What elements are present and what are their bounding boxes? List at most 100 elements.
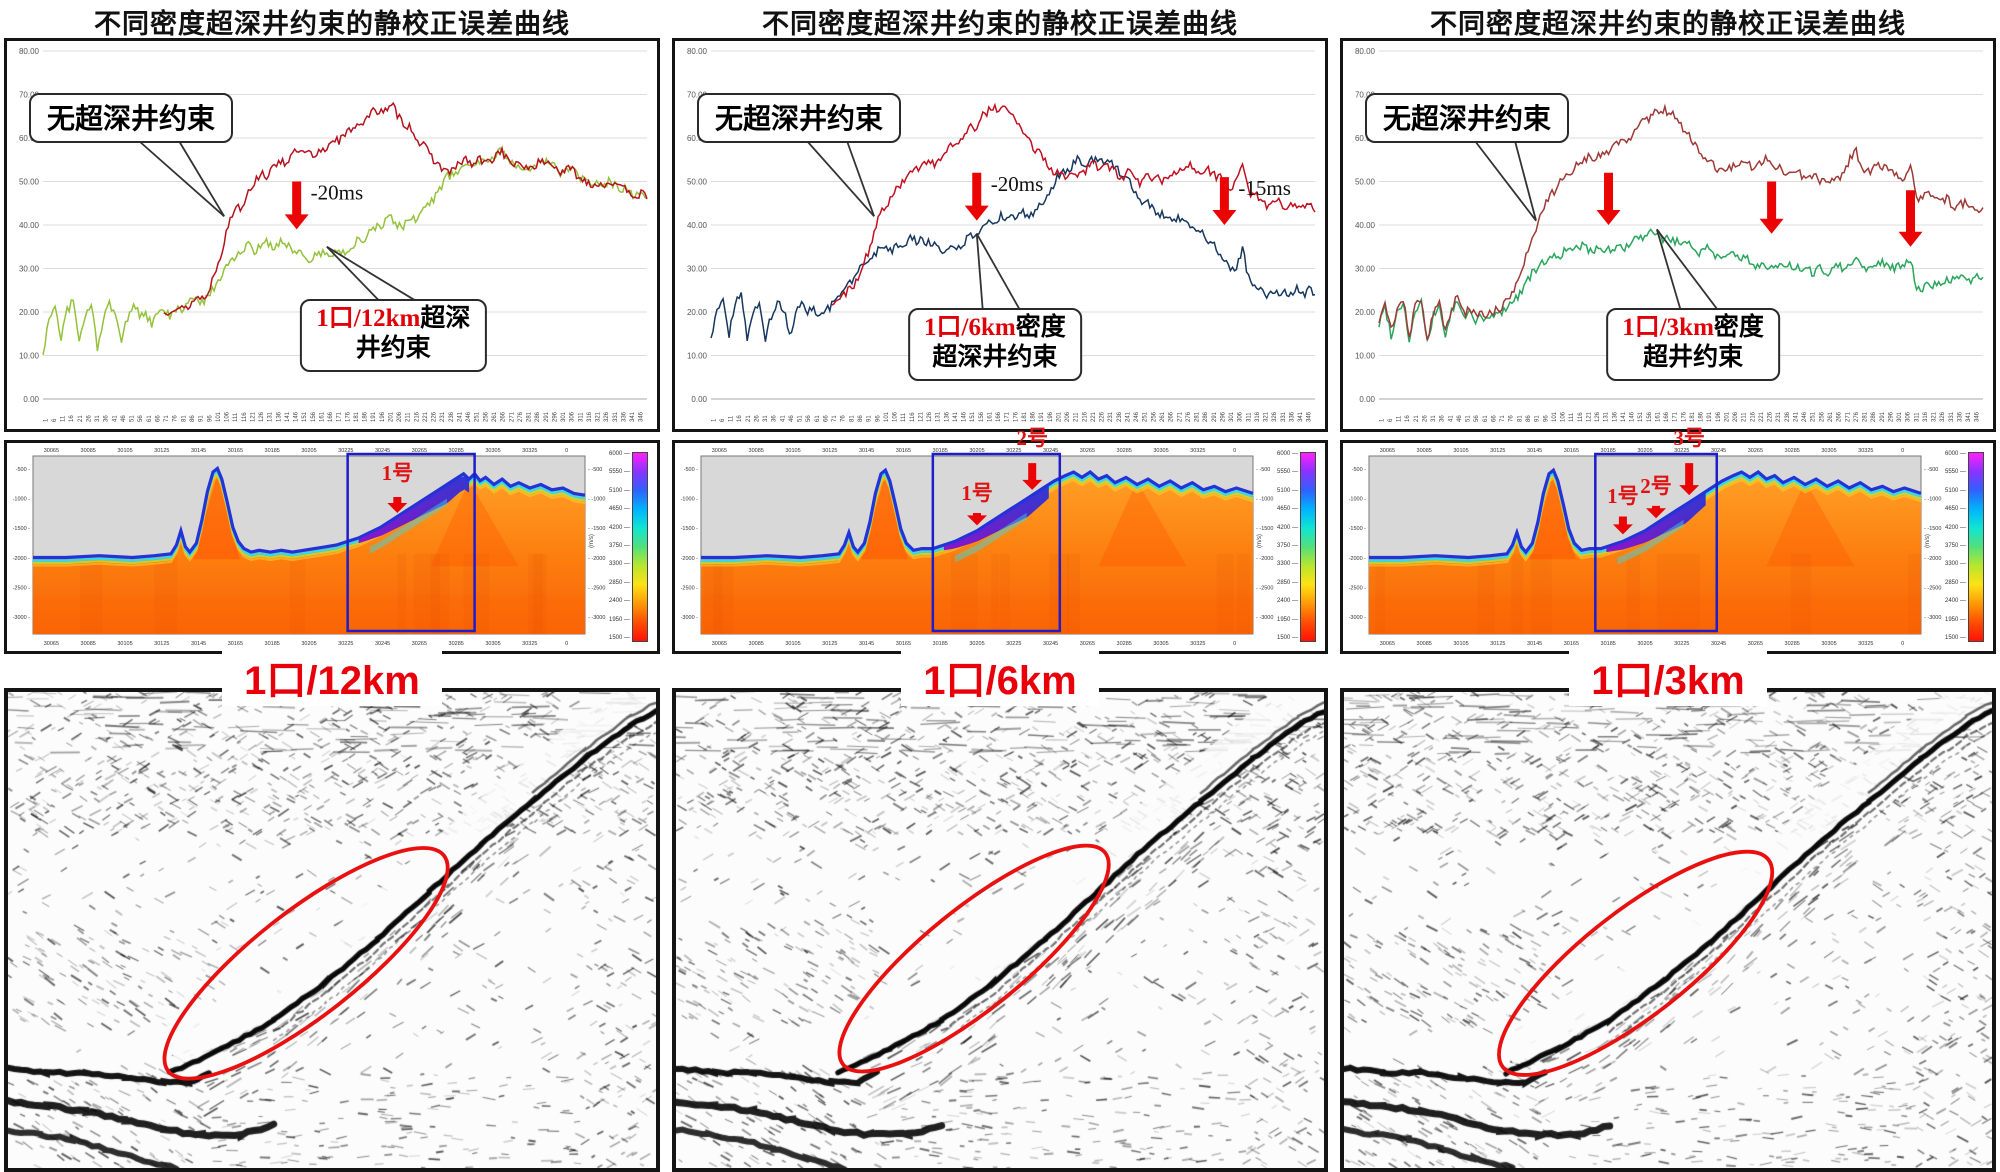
svg-text:336: 336: [1289, 411, 1295, 422]
svg-text:191: 191: [1707, 411, 1713, 422]
svg-text:30325: 30325: [1858, 448, 1873, 454]
svg-text:-15ms: -15ms: [1238, 176, 1291, 200]
svg-text:0.00: 0.00: [1359, 395, 1375, 404]
svg-text:80.00: 80.00: [1355, 47, 1376, 56]
colorbar-ticks: 6000 —5550 —5100 —4650 —4200 —3750 —3300…: [1276, 451, 1298, 641]
svg-text:66: 66: [156, 415, 162, 422]
svg-text:236: 236: [1785, 411, 1791, 422]
svg-text:156: 156: [311, 411, 317, 422]
svg-text:-3000 -: -3000 -: [681, 615, 699, 621]
svg-text:61: 61: [147, 415, 153, 422]
svg-text:-20ms: -20ms: [991, 172, 1044, 196]
velocity-canvas: 30065 30085 30105 30125 30145 30165 30185 30205…: [1349, 448, 1942, 647]
svg-text:30145: 30145: [1527, 641, 1542, 647]
colorbar-ticks: 6000 —5550 —5100 —4650 —4200 —3750 —3300…: [1944, 451, 1966, 641]
svg-text:276: 276: [1854, 411, 1860, 422]
velocity-colorbar: [632, 452, 648, 642]
svg-text:276: 276: [1186, 411, 1192, 422]
svg-text:76: 76: [1509, 415, 1515, 422]
velocity-canvas: 30065 30085 30105 30125 30145 30165 30185 30205…: [13, 448, 606, 647]
svg-text:141: 141: [285, 411, 291, 422]
svg-text:111: 111: [1569, 412, 1575, 422]
svg-text:101: 101: [216, 411, 222, 422]
svg-text:30085: 30085: [749, 448, 764, 454]
svg-text:266: 266: [1169, 411, 1175, 422]
svg-text:16: 16: [737, 415, 743, 422]
svg-text:0.00: 0.00: [691, 395, 707, 404]
svg-text:- -2500: - -2500: [588, 586, 605, 592]
svg-text:30225: 30225: [1006, 641, 1021, 647]
svg-text:31: 31: [763, 415, 769, 422]
svg-text:301: 301: [1897, 411, 1903, 422]
svg-text:- -1000: - -1000: [1256, 497, 1273, 503]
svg-text:136: 136: [1612, 411, 1618, 422]
svg-text:336: 336: [1957, 411, 1963, 422]
svg-text:30245: 30245: [375, 641, 390, 647]
svg-text:70.00: 70.00: [687, 91, 708, 100]
svg-text:116: 116: [242, 412, 248, 422]
svg-text:226: 226: [1100, 411, 1106, 422]
svg-text:86: 86: [1526, 415, 1532, 422]
svg-text:201: 201: [389, 411, 395, 422]
svg-text:241: 241: [1126, 411, 1132, 422]
callout-no-deep-well: 无超深井约束: [1365, 93, 1570, 143]
svg-text:226: 226: [432, 411, 438, 422]
marker-label: 2号: [1640, 473, 1672, 498]
svg-text:121: 121: [1586, 411, 1592, 422]
svg-text:96: 96: [1543, 415, 1549, 422]
svg-text:191: 191: [371, 411, 377, 422]
svg-text:256: 256: [1819, 411, 1825, 422]
svg-text:266: 266: [1837, 411, 1843, 422]
colorbar-ticks: 6000 —5550 —5100 —4650 —4200 —3750 —3300…: [608, 451, 630, 641]
svg-text:246: 246: [1134, 411, 1140, 422]
svg-text:151: 151: [302, 411, 308, 422]
svg-text:30205: 30205: [1637, 641, 1652, 647]
svg-text:91: 91: [1535, 415, 1541, 422]
svg-text:166: 166: [996, 411, 1002, 422]
svg-text:30125: 30125: [822, 641, 837, 647]
svg-text:20.00: 20.00: [19, 308, 40, 317]
svg-text:306: 306: [1238, 411, 1244, 422]
svg-text:266: 266: [501, 411, 507, 422]
velocity-model-section: 30065 30085 30105 30125 30145 30165 30185 30205…: [4, 440, 660, 654]
svg-text:30105: 30105: [117, 641, 132, 647]
svg-text:6: 6: [52, 418, 58, 422]
svg-text:- -2000: - -2000: [1924, 556, 1941, 562]
svg-text:291: 291: [544, 411, 550, 422]
svg-text:316: 316: [587, 411, 593, 422]
svg-text:186: 186: [1699, 411, 1705, 422]
svg-text:6: 6: [720, 418, 726, 422]
svg-text:326: 326: [1940, 411, 1946, 422]
svg-text:296: 296: [552, 411, 558, 422]
svg-text:30225: 30225: [338, 641, 353, 647]
svg-text:30085: 30085: [1417, 641, 1432, 647]
svg-text:91: 91: [199, 415, 205, 422]
svg-text:30125: 30125: [154, 641, 169, 647]
svg-text:101: 101: [884, 411, 890, 422]
well-density-label: 1口/3km: [1340, 648, 1996, 706]
svg-text:111: 111: [233, 412, 239, 422]
svg-text:30245: 30245: [1711, 641, 1726, 647]
svg-text:30305: 30305: [485, 641, 500, 647]
svg-text:131: 131: [1604, 411, 1610, 422]
svg-text:41: 41: [112, 415, 118, 422]
svg-text:21: 21: [1414, 415, 1420, 422]
svg-text:151: 151: [970, 411, 976, 422]
colorbar-unit: (m/s): [1925, 534, 1932, 548]
svg-text:30105: 30105: [1453, 641, 1468, 647]
svg-text:30165: 30165: [1564, 448, 1579, 454]
svg-text:- -1000: - -1000: [588, 497, 605, 503]
svg-text:46: 46: [789, 415, 795, 422]
svg-text:30185: 30185: [265, 448, 280, 454]
svg-text:-2000 -: -2000 -: [681, 556, 699, 562]
svg-text:286: 286: [1871, 411, 1877, 422]
svg-text:30105: 30105: [785, 641, 800, 647]
svg-text:116: 116: [1578, 412, 1584, 422]
svg-text:30085: 30085: [749, 641, 764, 647]
column-title: 不同密度超深井约束的静校正误差曲线: [94, 9, 570, 39]
svg-text:321: 321: [1932, 411, 1938, 422]
svg-text:36: 36: [104, 415, 110, 422]
svg-text:96: 96: [207, 415, 213, 422]
seismic-annotations: [1497, 849, 1775, 1077]
